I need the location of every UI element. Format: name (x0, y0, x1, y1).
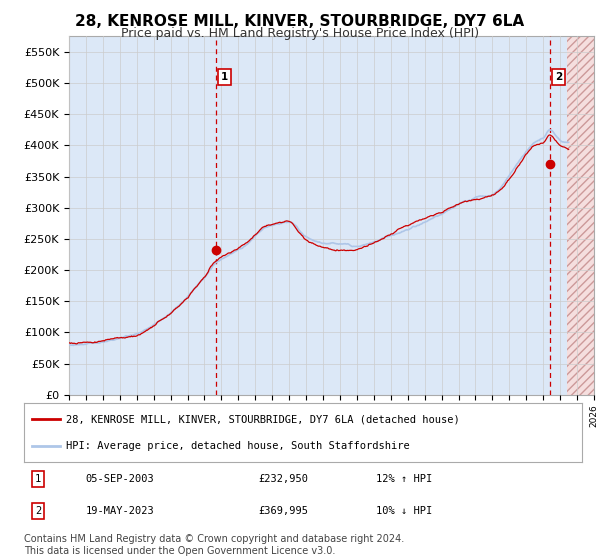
Text: 12% ↑ HPI: 12% ↑ HPI (376, 474, 432, 484)
Text: 28, KENROSE MILL, KINVER, STOURBRIDGE, DY7 6LA: 28, KENROSE MILL, KINVER, STOURBRIDGE, D… (76, 14, 524, 29)
Text: 1: 1 (35, 474, 41, 484)
Bar (567, 36, 600, 395)
Text: Price paid vs. HM Land Registry's House Price Index (HPI): Price paid vs. HM Land Registry's House … (121, 27, 479, 40)
Text: 10% ↓ HPI: 10% ↓ HPI (376, 506, 432, 516)
Text: 2: 2 (35, 506, 41, 516)
Text: £232,950: £232,950 (259, 474, 308, 484)
Text: 05-SEP-2003: 05-SEP-2003 (85, 474, 154, 484)
Text: 2: 2 (555, 72, 562, 82)
Text: 28, KENROSE MILL, KINVER, STOURBRIDGE, DY7 6LA (detached house): 28, KENROSE MILL, KINVER, STOURBRIDGE, D… (66, 414, 460, 424)
Text: 1: 1 (221, 72, 228, 82)
Text: 19-MAY-2023: 19-MAY-2023 (85, 506, 154, 516)
Text: HPI: Average price, detached house, South Staffordshire: HPI: Average price, detached house, Sout… (66, 441, 410, 451)
Text: £369,995: £369,995 (259, 506, 308, 516)
Text: Contains HM Land Registry data © Crown copyright and database right 2024.
This d: Contains HM Land Registry data © Crown c… (24, 534, 404, 556)
